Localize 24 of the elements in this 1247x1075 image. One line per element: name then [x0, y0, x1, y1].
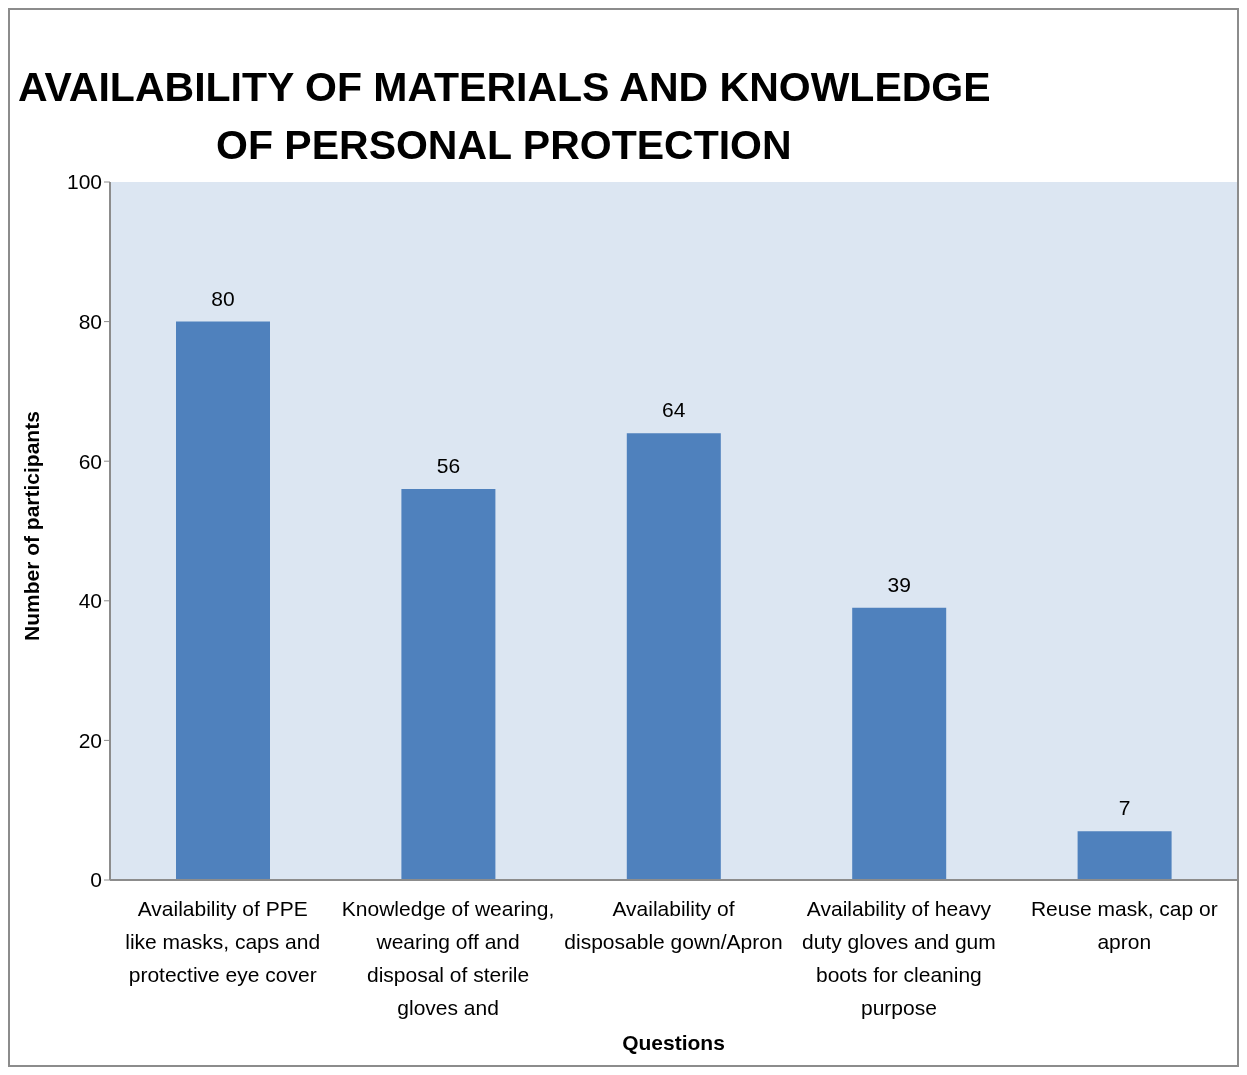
x-tick-label: Availability of heavy duty gloves and gum boots for cleaning purpose — [802, 897, 996, 1019]
x-tick-label: Reuse mask, cap or apron — [1030, 897, 1218, 953]
bar — [852, 607, 947, 880]
data-label: 7 — [1118, 796, 1131, 820]
data-label: 39 — [887, 572, 911, 596]
data-label: 80 — [211, 286, 235, 310]
bar — [401, 489, 496, 880]
y-tick-label: 0 — [90, 868, 102, 892]
x-axis-title: Questions — [622, 1031, 725, 1054]
x-tick-label: Knowledge of wearing, wearing off and disposal of sterile gloves and — [341, 897, 555, 1019]
y-tick-label: 20 — [78, 728, 102, 752]
bar — [176, 321, 270, 880]
y-tick-label: 40 — [78, 589, 102, 613]
x-tick-label: Availability of disposable gown/Apron — [564, 897, 783, 953]
y-axis-title: Number of participants — [20, 411, 44, 641]
y-tick-label: 100 — [66, 170, 102, 194]
data-label: 64 — [662, 398, 686, 422]
bar — [626, 433, 721, 880]
chart-title: AVAILABILITY OF MATERIALS AND KNOWLEDGE OF PERSONAL PROTECTION — [18, 63, 991, 168]
y-tick-label: 60 — [78, 449, 102, 473]
data-label: 56 — [436, 454, 461, 478]
y-tick-label: 80 — [78, 310, 102, 334]
x-tick-label: Availability of PPE like masks, caps and protective eye cover — [125, 897, 321, 986]
bar — [1077, 831, 1172, 880]
